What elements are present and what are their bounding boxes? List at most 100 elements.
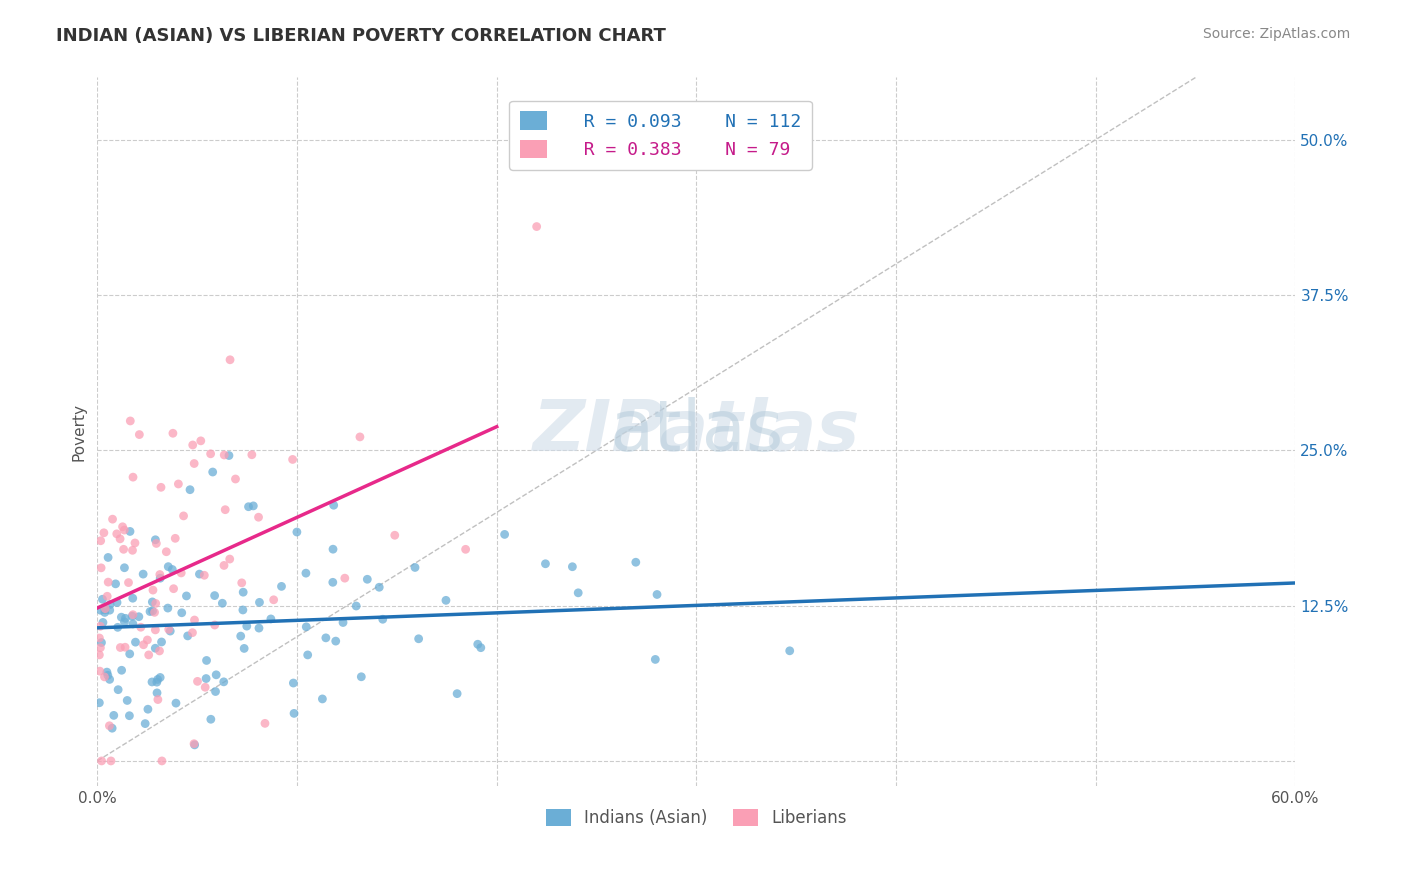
Indians (Asian) bbox=[114, 560, 136, 574]
Text: ZIPatlas: ZIPatlas bbox=[533, 397, 860, 467]
Liberians bbox=[170, 566, 193, 580]
Liberians bbox=[183, 457, 205, 471]
Indians (Asian) bbox=[238, 500, 260, 514]
Indians (Asian) bbox=[146, 686, 169, 700]
Legend: Indians (Asian), Liberians: Indians (Asian), Liberians bbox=[540, 803, 853, 834]
Text: atlas: atlas bbox=[609, 397, 783, 467]
Liberians bbox=[96, 589, 118, 603]
Indians (Asian) bbox=[315, 631, 337, 645]
Liberians bbox=[94, 601, 117, 615]
Indians (Asian) bbox=[295, 566, 318, 581]
Indians (Asian) bbox=[322, 542, 344, 557]
Indians (Asian) bbox=[176, 589, 198, 603]
Liberians bbox=[240, 448, 263, 462]
Indians (Asian) bbox=[118, 524, 141, 539]
Indians (Asian) bbox=[105, 595, 128, 609]
Indians (Asian) bbox=[149, 571, 172, 585]
Liberians bbox=[117, 575, 139, 590]
Indians (Asian) bbox=[325, 634, 347, 648]
Indians (Asian) bbox=[534, 557, 557, 571]
Indians (Asian) bbox=[132, 567, 155, 582]
Indians (Asian) bbox=[408, 632, 430, 646]
Indians (Asian) bbox=[260, 612, 283, 626]
Liberians bbox=[219, 352, 242, 367]
Indians (Asian) bbox=[295, 620, 318, 634]
Indians (Asian) bbox=[249, 595, 271, 609]
Liberians bbox=[122, 470, 145, 484]
Indians (Asian) bbox=[118, 647, 141, 661]
Indians (Asian) bbox=[90, 635, 112, 649]
Liberians bbox=[132, 638, 155, 652]
Indians (Asian) bbox=[779, 644, 801, 658]
Indians (Asian) bbox=[270, 579, 292, 593]
Liberians bbox=[247, 510, 270, 524]
Indians (Asian) bbox=[156, 601, 179, 615]
Indians (Asian) bbox=[247, 621, 270, 635]
Liberians bbox=[181, 438, 204, 452]
Indians (Asian) bbox=[128, 609, 150, 624]
Indians (Asian) bbox=[211, 596, 233, 610]
Liberians bbox=[212, 448, 235, 462]
Indians (Asian) bbox=[110, 663, 132, 677]
Liberians bbox=[142, 583, 165, 598]
Indians (Asian) bbox=[470, 640, 492, 655]
Liberians bbox=[281, 452, 304, 467]
Liberians bbox=[183, 737, 205, 751]
Indians (Asian) bbox=[157, 559, 180, 574]
Liberians bbox=[93, 525, 115, 540]
Liberians bbox=[98, 719, 121, 733]
Liberians bbox=[143, 623, 166, 637]
Indians (Asian) bbox=[232, 603, 254, 617]
Indians (Asian) bbox=[179, 483, 201, 497]
Liberians bbox=[90, 754, 112, 768]
Liberians bbox=[93, 670, 115, 684]
Indians (Asian) bbox=[201, 465, 224, 479]
Indians (Asian) bbox=[404, 560, 426, 574]
Liberians bbox=[218, 552, 240, 566]
Indians (Asian) bbox=[107, 682, 129, 697]
Indians (Asian) bbox=[98, 598, 121, 612]
Liberians bbox=[167, 477, 190, 491]
Liberians bbox=[145, 536, 167, 550]
Indians (Asian) bbox=[110, 610, 132, 624]
Liberians bbox=[110, 640, 132, 655]
Liberians bbox=[253, 716, 276, 731]
Indians (Asian) bbox=[195, 653, 218, 667]
Indians (Asian) bbox=[139, 605, 162, 619]
Indians (Asian) bbox=[283, 706, 305, 721]
Indians (Asian) bbox=[107, 620, 129, 634]
Indians (Asian) bbox=[434, 593, 457, 607]
Indians (Asian) bbox=[143, 641, 166, 656]
Indians (Asian) bbox=[141, 604, 163, 618]
Liberians bbox=[231, 575, 253, 590]
Liberians bbox=[349, 430, 371, 444]
Indians (Asian) bbox=[446, 687, 468, 701]
Liberians bbox=[162, 582, 184, 596]
Liberians bbox=[89, 648, 111, 662]
Indians (Asian) bbox=[91, 615, 114, 630]
Indians (Asian) bbox=[91, 592, 114, 607]
Indians (Asian) bbox=[344, 599, 367, 613]
Indians (Asian) bbox=[146, 675, 169, 690]
Y-axis label: Poverty: Poverty bbox=[72, 402, 86, 460]
Liberians bbox=[145, 596, 167, 610]
Indians (Asian) bbox=[98, 673, 121, 687]
Indians (Asian) bbox=[121, 591, 143, 606]
Liberians bbox=[105, 526, 128, 541]
Liberians bbox=[136, 632, 159, 647]
Liberians bbox=[129, 620, 152, 634]
Liberians bbox=[143, 605, 166, 619]
Indians (Asian) bbox=[322, 498, 344, 512]
Indians (Asian) bbox=[93, 606, 115, 620]
Indians (Asian) bbox=[645, 587, 668, 601]
Liberians bbox=[120, 414, 142, 428]
Indians (Asian) bbox=[205, 668, 228, 682]
Liberians bbox=[90, 561, 112, 575]
Indians (Asian) bbox=[644, 652, 666, 666]
Indians (Asian) bbox=[371, 612, 394, 626]
Indians (Asian) bbox=[141, 675, 163, 690]
Indians (Asian) bbox=[200, 712, 222, 726]
Indians (Asian) bbox=[145, 533, 167, 547]
Indians (Asian) bbox=[232, 585, 254, 599]
Indians (Asian) bbox=[311, 692, 333, 706]
